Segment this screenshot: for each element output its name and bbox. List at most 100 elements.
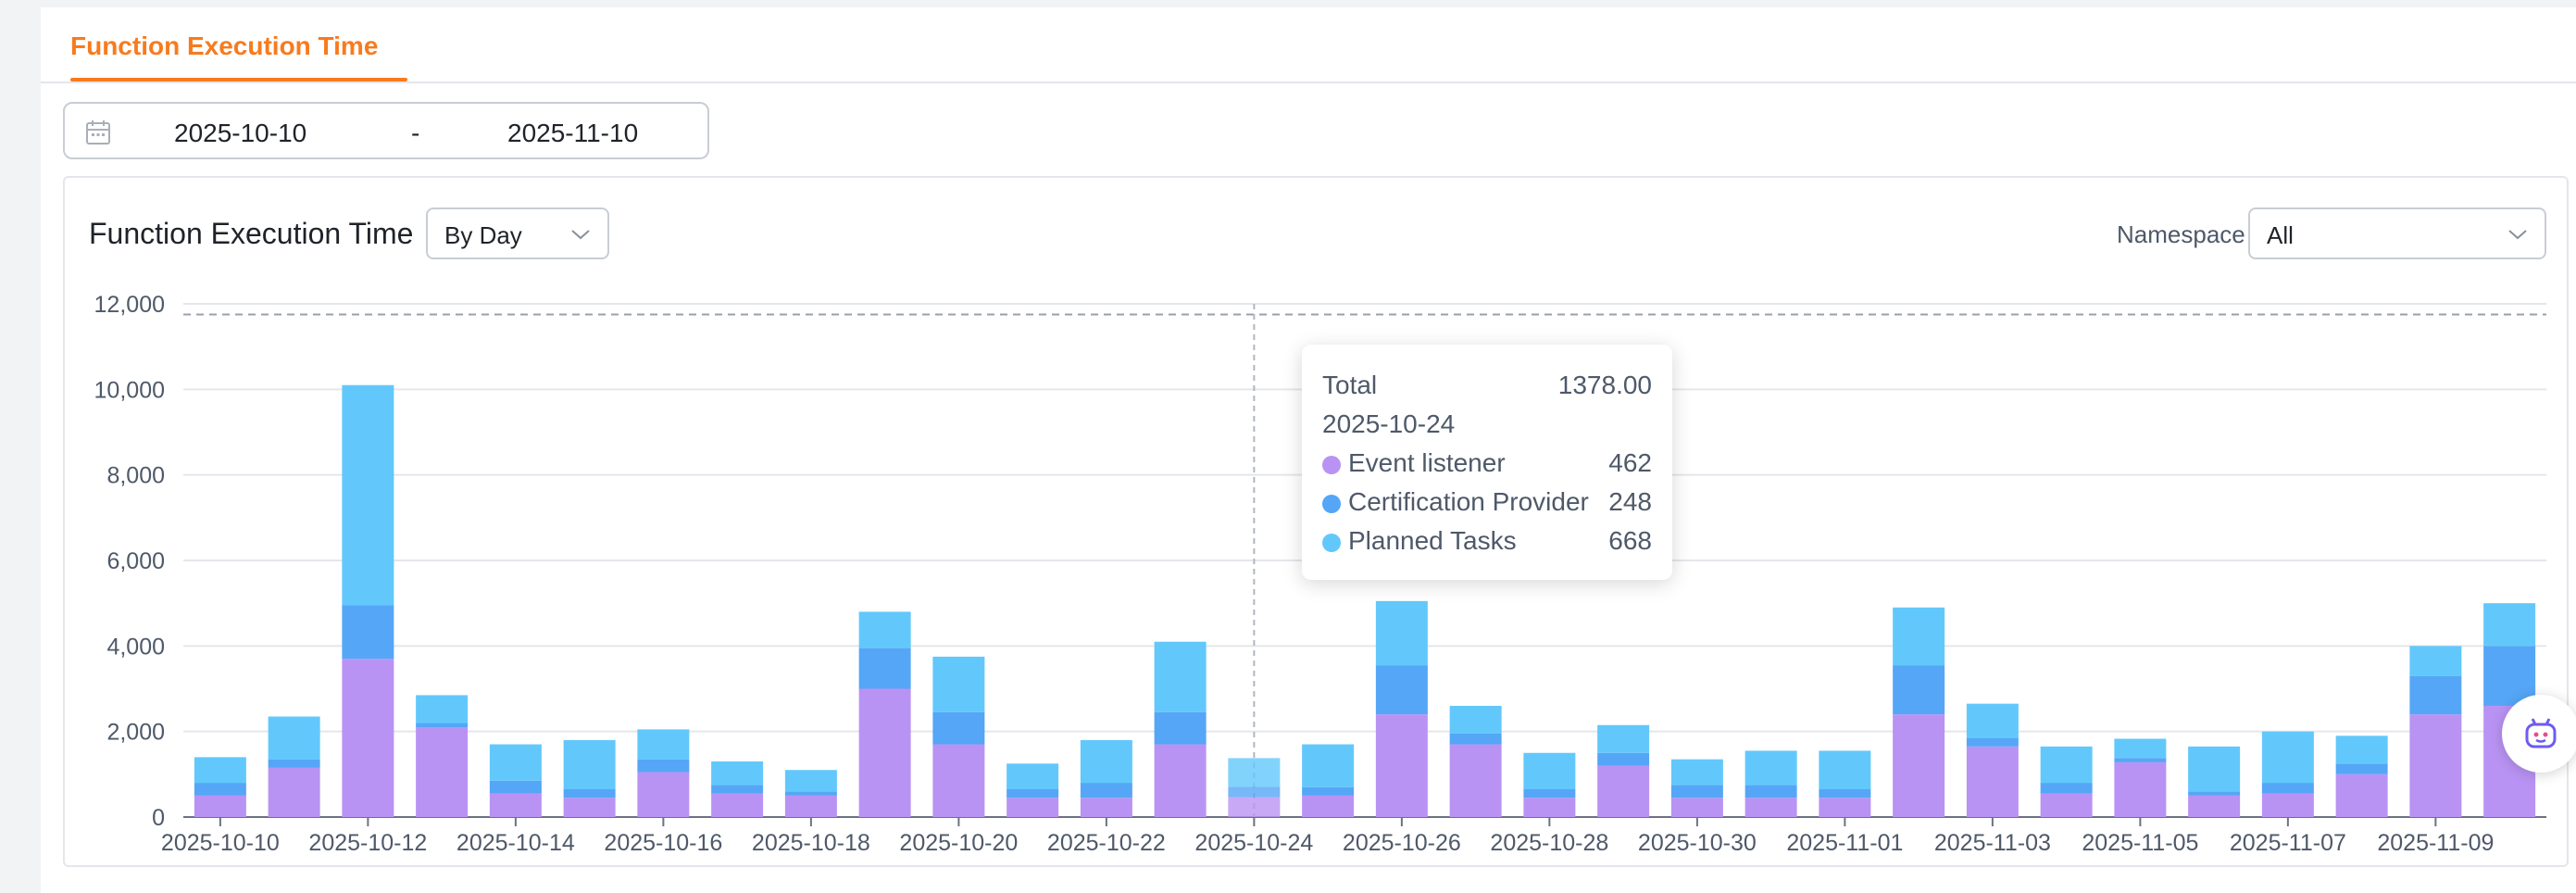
bar-segment (1449, 705, 1502, 734)
x-tick-label: 2025-10-30 (1638, 830, 1757, 856)
bar-segment (711, 793, 764, 817)
bar-segment (1080, 798, 1132, 817)
bar-segment (1375, 714, 1428, 817)
chevron-down-icon (571, 230, 590, 240)
bar-segment (858, 611, 911, 648)
bar-segment (1228, 786, 1281, 798)
tooltip-series-value: 248 (1608, 487, 1652, 516)
x-tick-label: 2025-10-24 (1194, 830, 1313, 856)
bar-segment (2335, 736, 2388, 764)
tooltip-series-name: Certification Provider (1348, 487, 1589, 516)
bar-segment (268, 759, 320, 768)
bar-segment (2483, 646, 2536, 706)
bar-segment (1007, 788, 1059, 799)
bar-segment (784, 791, 837, 796)
x-tick-label: 2025-10-26 (1343, 830, 1461, 856)
x-tick-label: 2025-11-09 (2377, 830, 2494, 856)
bar-segment (1154, 711, 1207, 745)
x-tick-label: 2025-10-16 (604, 830, 722, 856)
bar-segment (932, 656, 985, 712)
end-date-input[interactable]: 2025-11-10 (507, 119, 639, 147)
bar-segment (1523, 798, 1576, 817)
bar-segment (1893, 665, 1945, 715)
bar-segment (489, 744, 542, 781)
tab-bar: Function Execution Time (41, 7, 2576, 83)
tooltip-series-value: 668 (1608, 526, 1652, 555)
bar-segment (1597, 752, 1650, 766)
bar-segment (637, 729, 690, 760)
bar-segment (268, 767, 320, 817)
assistant-bot-button[interactable] (2502, 695, 2576, 773)
x-tick-label: 2025-10-28 (1490, 830, 1608, 856)
bar-segment (2114, 738, 2167, 759)
chevron-down-icon (2508, 230, 2527, 240)
bar-segment (1449, 744, 1502, 817)
bar-segment (1670, 759, 1723, 786)
y-tick-label: 2,000 (106, 720, 165, 746)
bar-segment (711, 761, 764, 786)
namespace-value: All (2267, 221, 2294, 249)
tooltip-series-row: Certification Provider 248 (1322, 487, 1652, 521)
tooltip-total-label: Total (1322, 371, 1378, 399)
x-tick-label: 2025-11-03 (1934, 830, 2051, 856)
bar-segment (489, 793, 542, 817)
bar-segment (2483, 603, 2536, 647)
bar-segment (1080, 739, 1132, 784)
bar-segment (1819, 798, 1871, 817)
granularity-select[interactable]: By Day (426, 208, 609, 259)
y-tick-label: 12,000 (94, 292, 165, 318)
tab-active-indicator (70, 78, 407, 82)
y-tick-label: 0 (152, 805, 165, 831)
y-tick-label: 4,000 (106, 634, 165, 660)
bar-segment (1670, 798, 1723, 817)
bar-segment (1302, 744, 1355, 787)
y-tick-label: 10,000 (94, 377, 165, 403)
bar-segment (563, 798, 616, 817)
x-tick-label: 2025-10-22 (1047, 830, 1166, 856)
tab-function-execution-time[interactable]: Function Execution Time (70, 31, 379, 60)
bar-segment (1154, 744, 1207, 817)
bar-segment (1744, 750, 1797, 786)
bar-segment (2188, 746, 2241, 792)
y-tick-label: 6,000 (106, 548, 165, 574)
x-tick-label: 2025-11-07 (2230, 830, 2346, 856)
bar-segment (1819, 750, 1871, 789)
tooltip-date-row: 2025-10-24 (1322, 409, 1652, 443)
y-tick-label: 8,000 (106, 463, 165, 489)
bar-segment (342, 384, 394, 606)
namespace-select[interactable]: All (2248, 208, 2546, 259)
bar-segment (711, 785, 764, 794)
granularity-value: By Day (444, 221, 522, 249)
bar-segment (194, 783, 246, 796)
x-tick-label: 2025-11-05 (2082, 830, 2198, 856)
date-range-picker[interactable]: 2025-10-10 - 2025-11-10 (63, 102, 709, 159)
tooltip-series-row: Event listener 462 (1322, 448, 1652, 482)
bar-segment (637, 772, 690, 817)
series-color-dot (1322, 456, 1341, 474)
bar-segment (563, 739, 616, 789)
bar-segment (2188, 791, 2241, 796)
bar-segment (2409, 675, 2462, 715)
tooltip-date: 2025-10-24 (1322, 409, 1456, 438)
x-tick-label: 2025-10-14 (456, 830, 575, 856)
chart-title: Function Execution Time (89, 217, 414, 250)
stacked-bar-chart: 0 2,000 4,000 6,000 8,000 10,000 12,000 2025-10… (94, 292, 2546, 856)
series-color-dot (1322, 534, 1341, 552)
bar-segment (416, 727, 469, 817)
tooltip-series-value: 462 (1608, 448, 1652, 477)
bar-segment (1375, 600, 1428, 666)
bar-segment (1228, 758, 1281, 787)
bar-segment (2409, 646, 2462, 676)
start-date-input[interactable]: 2025-10-10 (174, 119, 307, 147)
tooltip-series-row: Planned Tasks 668 (1322, 526, 1652, 560)
bar-segment (1597, 765, 1650, 817)
bar-segment (1597, 724, 1650, 753)
bar-segment (2114, 761, 2167, 817)
bar-segment (1523, 752, 1576, 789)
bar-segment (416, 723, 469, 728)
bar-segment (2335, 763, 2388, 774)
bar-segment (784, 770, 837, 792)
bar-segment (194, 795, 246, 817)
calendar-icon (86, 120, 110, 145)
tooltip-series-name: Planned Tasks (1348, 526, 1517, 555)
